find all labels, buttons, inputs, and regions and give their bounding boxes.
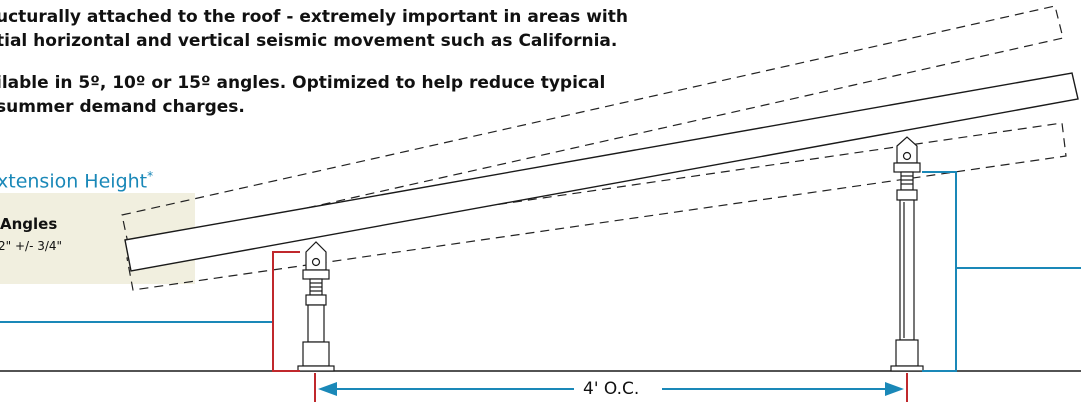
left-base xyxy=(302,341,330,367)
left-support-post xyxy=(297,241,335,372)
alternate-tilt-outlines xyxy=(121,5,1067,291)
right-tube xyxy=(899,199,915,341)
arrowhead-left xyxy=(318,382,337,396)
left-nut xyxy=(305,294,327,306)
blue-callout-lines xyxy=(0,171,1081,372)
dimension-ticks xyxy=(314,373,908,402)
extension-footnote-mark: * xyxy=(147,169,154,183)
dashed-panel-steep xyxy=(121,5,1064,249)
right-clamp xyxy=(893,162,921,173)
dashed-panel-shallow xyxy=(126,122,1067,291)
left-clamp xyxy=(302,269,330,280)
extension-height-heading: xtension Height* xyxy=(0,164,153,193)
red-height-bracket xyxy=(272,251,300,372)
solar-panel xyxy=(124,72,1079,272)
dimension-label: 4' O.C. xyxy=(583,379,640,399)
angles-title: Angles xyxy=(0,215,58,233)
dimension-arrow xyxy=(318,382,904,396)
description-line-1: ucturally attached to the roof - extreme… xyxy=(0,7,628,27)
left-flange xyxy=(297,365,335,372)
right-hinge-bracket xyxy=(896,136,918,164)
right-nut xyxy=(896,189,918,201)
right-height-bracket xyxy=(922,171,957,372)
description-line-2: tial horizontal and vertical seismic mov… xyxy=(0,31,618,51)
arrowhead-right xyxy=(885,382,904,396)
description-line-4: summer demand charges. xyxy=(0,97,245,117)
left-hinge-bracket xyxy=(305,241,327,271)
left-tube xyxy=(307,304,325,343)
extension-heading-text: xtension Height xyxy=(0,170,148,193)
right-support-post xyxy=(890,136,924,372)
right-base xyxy=(895,339,919,367)
right-thread xyxy=(900,171,914,191)
right-flange xyxy=(890,365,924,372)
angles-value: 2" +/- 3/4" xyxy=(0,239,63,253)
description-line-3: ilable in 5º, 10º or 15º angles. Optimiz… xyxy=(0,73,606,93)
